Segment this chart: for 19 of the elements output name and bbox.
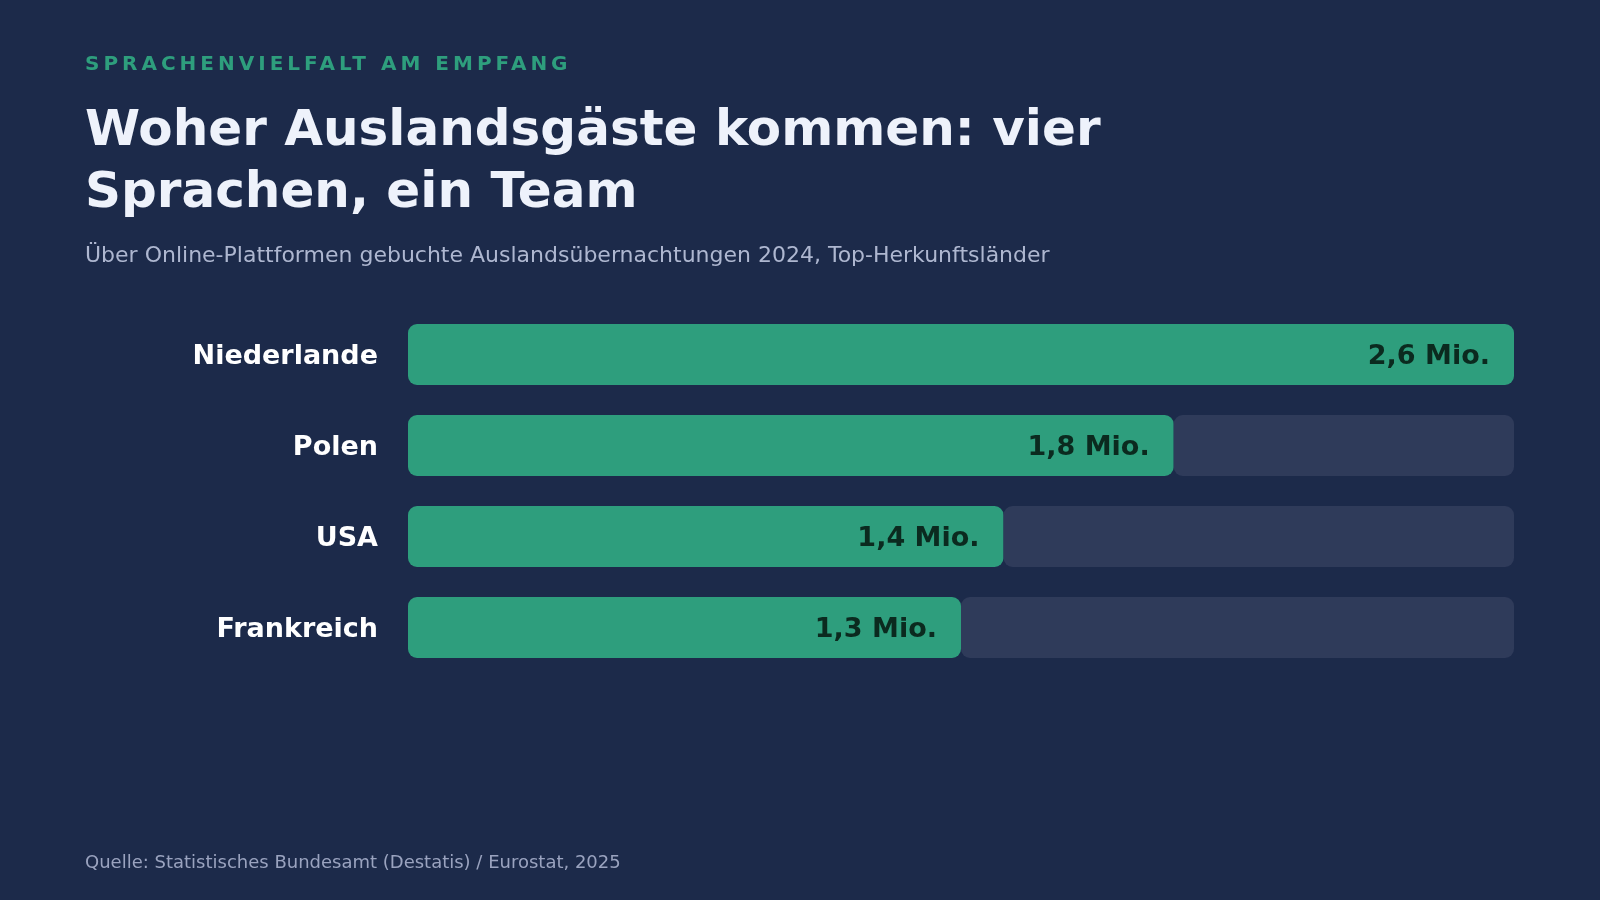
bar	[408, 415, 1174, 476]
data-label: 1,3 Mio.	[814, 611, 937, 643]
bar	[961, 597, 1514, 658]
data-label: 1,4 Mio.	[857, 520, 980, 552]
source-note: Quelle: Statistisches Bundesamt (Destatis) / Eurostat, 2025	[85, 851, 621, 872]
bar	[408, 324, 1514, 385]
bar	[1003, 506, 1514, 567]
text: SPRACHENVIELFALT AM EMPFANG	[85, 51, 572, 75]
chart-subtitle: Über Online-Plattformen gebuchte Auslandsübernachtungen 2024, Top-Herkunftsländer	[85, 242, 1051, 267]
data-label: 1,8 Mio.	[1027, 429, 1150, 461]
bar	[408, 597, 961, 658]
bar	[408, 506, 1004, 567]
y-tick-label: Frankreich	[216, 611, 378, 643]
data-label: 2,6 Mio.	[1367, 338, 1490, 370]
y-tick-label: Niederlande	[192, 338, 378, 370]
y-tick-label: USA	[315, 520, 379, 552]
bar	[1173, 415, 1514, 476]
chart-title: Woher Auslandsgäste kommen: vier Sprachen, ein Team	[85, 99, 1101, 219]
y-tick-label: Polen	[292, 429, 378, 461]
